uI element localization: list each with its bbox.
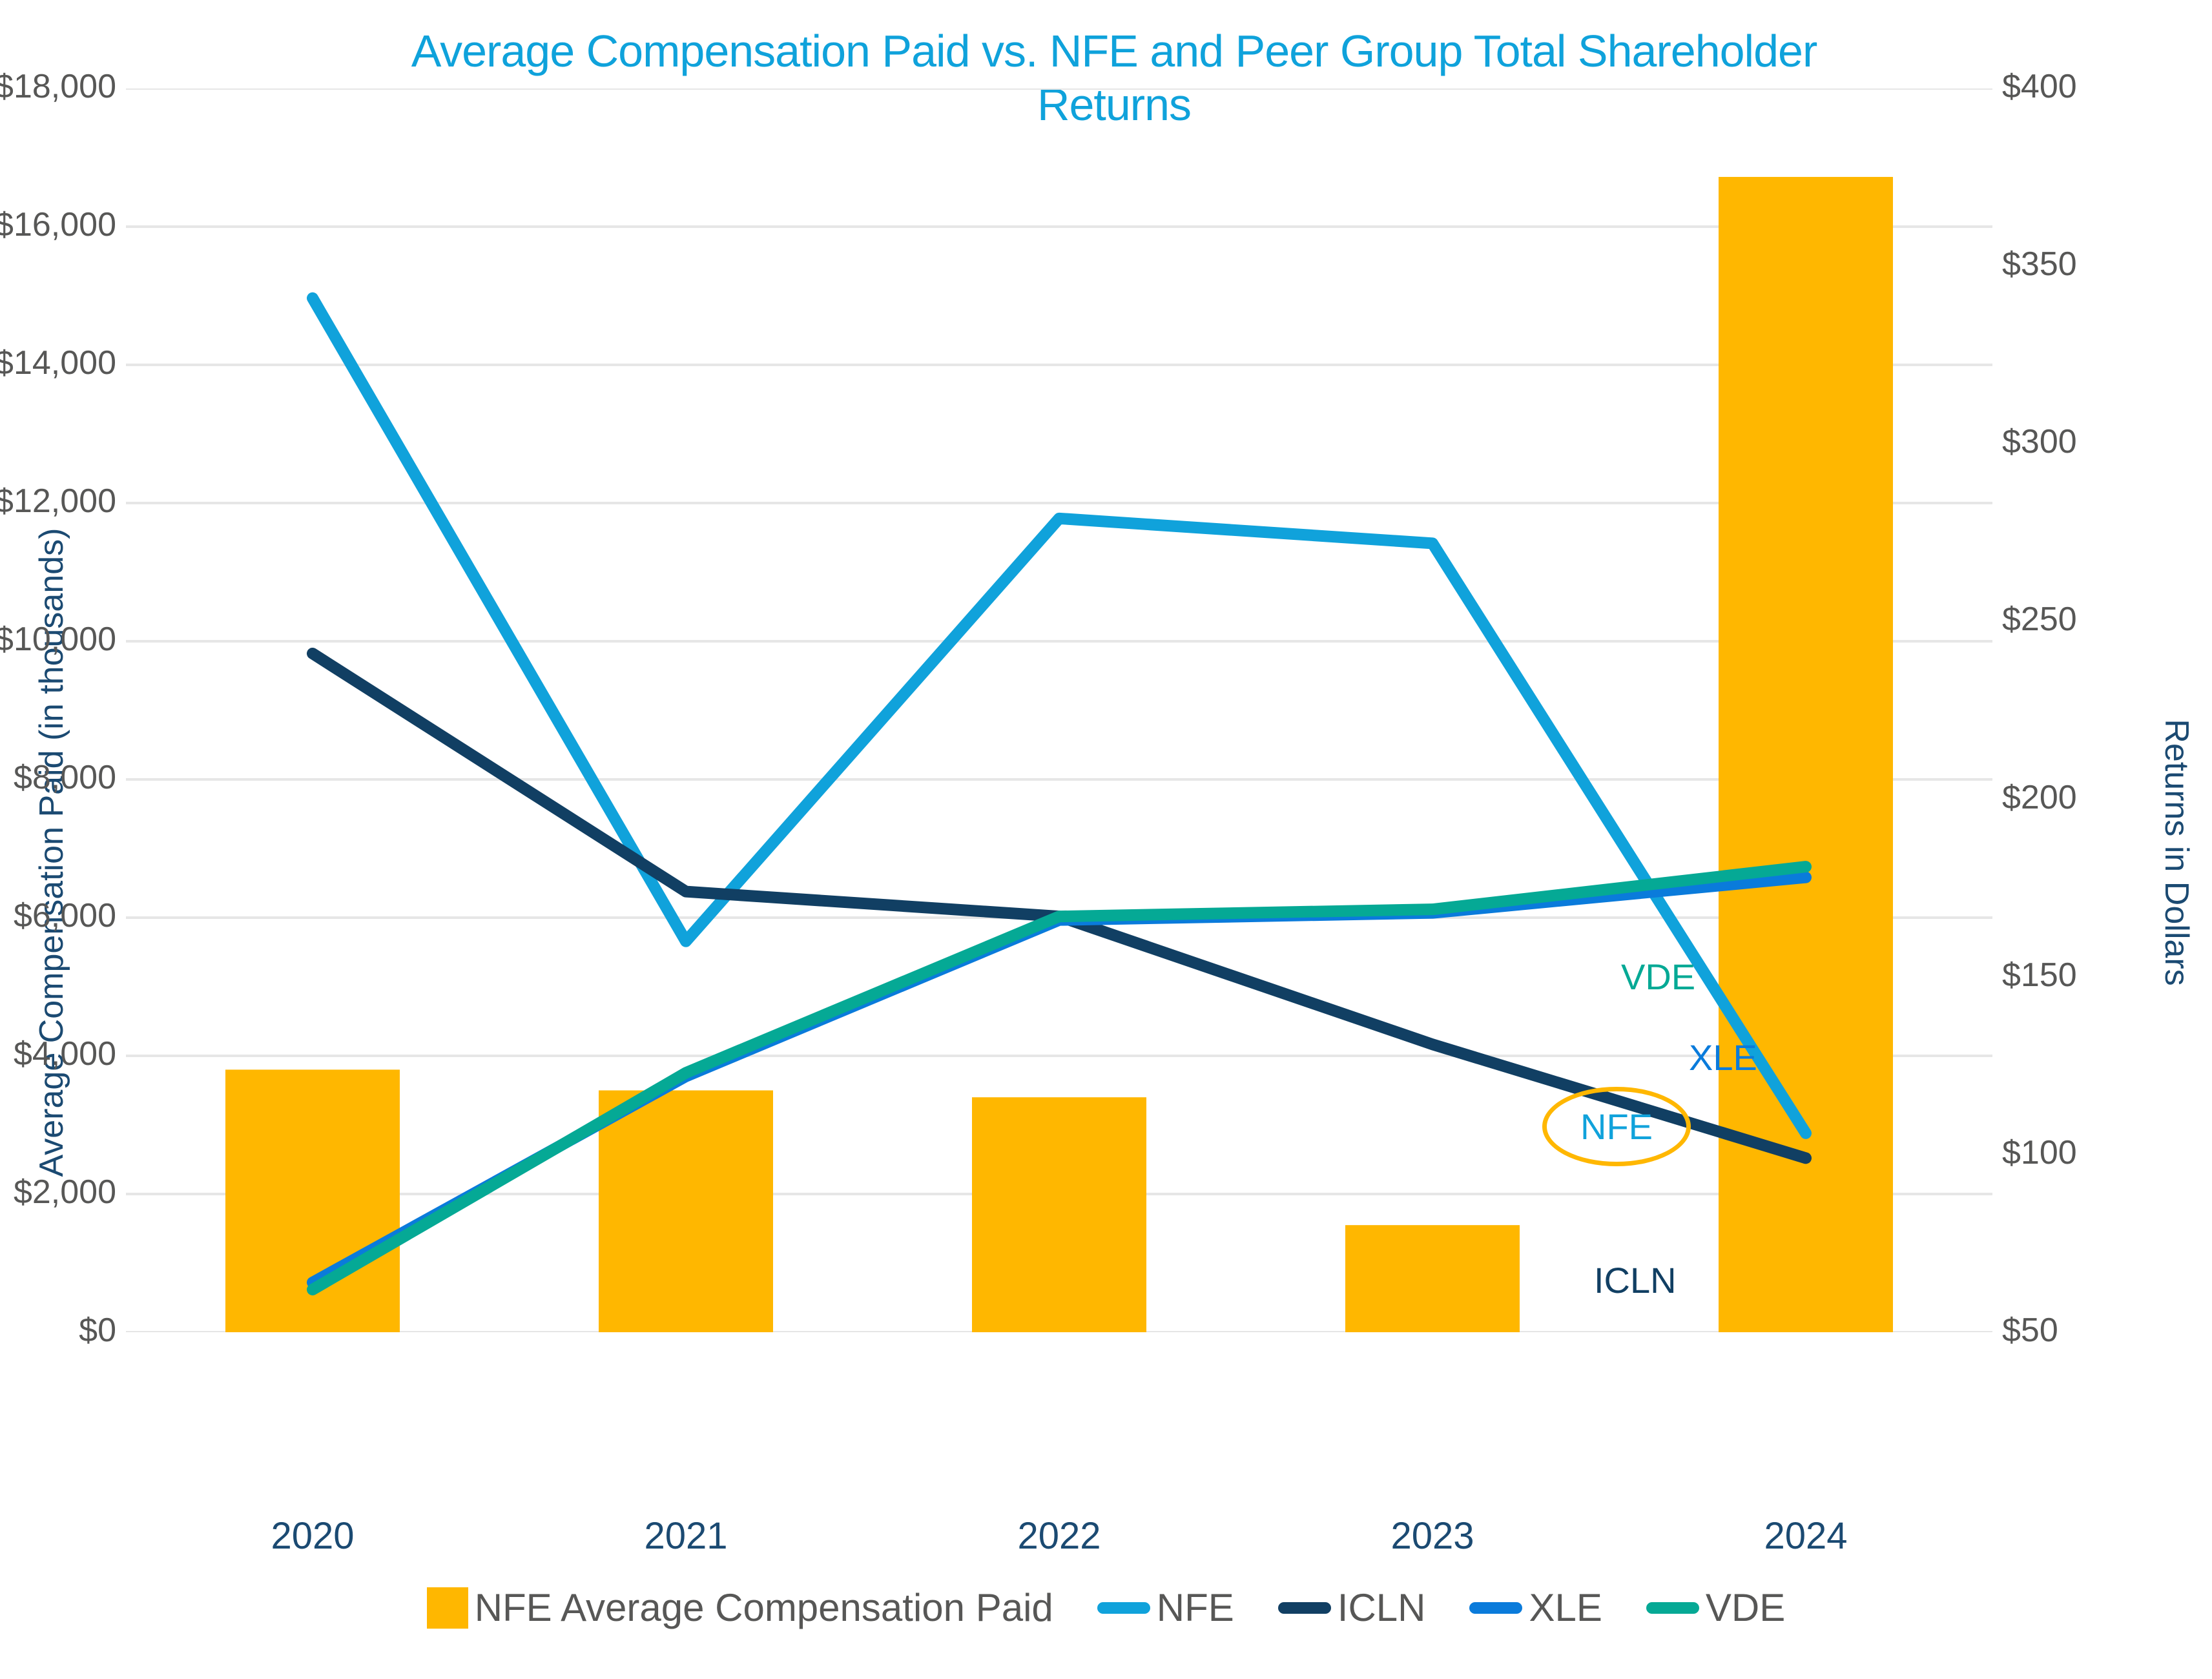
y-axis-tick-right: $250 xyxy=(2002,601,2077,639)
y-axis-tick-right: $150 xyxy=(2002,956,2077,994)
x-axis-tick-2020: 2020 xyxy=(271,1515,355,1557)
legend-item-label: VDE xyxy=(1705,1586,1786,1629)
y-axis-tick-right: $50 xyxy=(2002,1312,2058,1349)
legend-line-icon xyxy=(1277,1602,1331,1614)
y-axis-tick-left: $6,000 xyxy=(13,897,116,934)
y-axis-tick-right: $200 xyxy=(2002,778,2077,816)
legend-item-label: XLE xyxy=(1529,1586,1602,1629)
legend-item-xle[interactable]: XLE xyxy=(1469,1585,1602,1630)
x-axis-tick-2022: 2022 xyxy=(1017,1515,1101,1557)
plot-area xyxy=(126,88,1992,1332)
legend-item-nfe[interactable]: NFE xyxy=(1097,1585,1234,1630)
x-axis-tick-2024: 2024 xyxy=(1764,1515,1848,1557)
y-axis-tick-left: $0 xyxy=(79,1312,116,1349)
y-axis-title-right: Returns in Dollars xyxy=(2158,719,2195,986)
chart-legend: NFE Average Compensation Paid NFE ICLN XLE V… xyxy=(0,1585,2212,1630)
y-axis-tick-right: $100 xyxy=(2002,1133,2077,1171)
legend-line-icon xyxy=(1469,1602,1523,1614)
line-series-group xyxy=(307,292,1812,1295)
x-axis-tick-2023: 2023 xyxy=(1390,1515,1474,1557)
y-axis-tick-right: $300 xyxy=(2002,423,2077,461)
y-axis-tick-left: $8,000 xyxy=(13,759,116,796)
x-axis-tick-2021: 2021 xyxy=(644,1515,728,1557)
y-axis-tick-left: $10,000 xyxy=(0,621,116,658)
legend-item-vde[interactable]: VDE xyxy=(1646,1585,1785,1630)
y-axis-tick-left: $2,000 xyxy=(13,1173,116,1211)
legend-item-label: NFE xyxy=(1156,1586,1234,1629)
legend-item-label: NFE Average Compensation Paid xyxy=(474,1586,1053,1629)
legend-line-icon xyxy=(1646,1602,1699,1614)
y-axis-tick-right: $400 xyxy=(2002,68,2077,105)
y-axis-tick-left: $12,000 xyxy=(0,482,116,520)
chart-title: Average Compensation Paid vs. NFE and Pe… xyxy=(362,25,1866,131)
bar-series-nfe-average-compensation-paid xyxy=(225,176,1893,1332)
annotation-label-nfe: NFE xyxy=(1542,1087,1691,1166)
y-axis-tick-left: $16,000 xyxy=(0,206,116,243)
legend-square-icon xyxy=(426,1587,468,1629)
y-axis-tick-right: $350 xyxy=(2002,245,2077,283)
chart-title-line-1: Average Compensation Paid vs. NFE and Pe… xyxy=(411,26,1818,76)
y-axis-tick-left: $14,000 xyxy=(0,344,116,382)
y-axis-tick-left: $4,000 xyxy=(13,1035,116,1073)
annotation-label-vde: VDE xyxy=(1621,956,1696,997)
annotation-label-xle: XLE xyxy=(1689,1037,1757,1078)
legend-item-icln[interactable]: ICLN xyxy=(1277,1585,1426,1630)
y-axis-tick-left: $18,000 xyxy=(0,68,116,105)
annotation-label-icln: ICLN xyxy=(1594,1260,1677,1301)
legend-item-nfe-average-compensation-paid[interactable]: NFE Average Compensation Paid xyxy=(426,1585,1053,1630)
legend-item-label: ICLN xyxy=(1337,1586,1426,1629)
plot-svg xyxy=(126,88,1992,1332)
chart-title-line-2: Returns xyxy=(1037,79,1192,130)
legend-line-icon xyxy=(1097,1602,1150,1614)
